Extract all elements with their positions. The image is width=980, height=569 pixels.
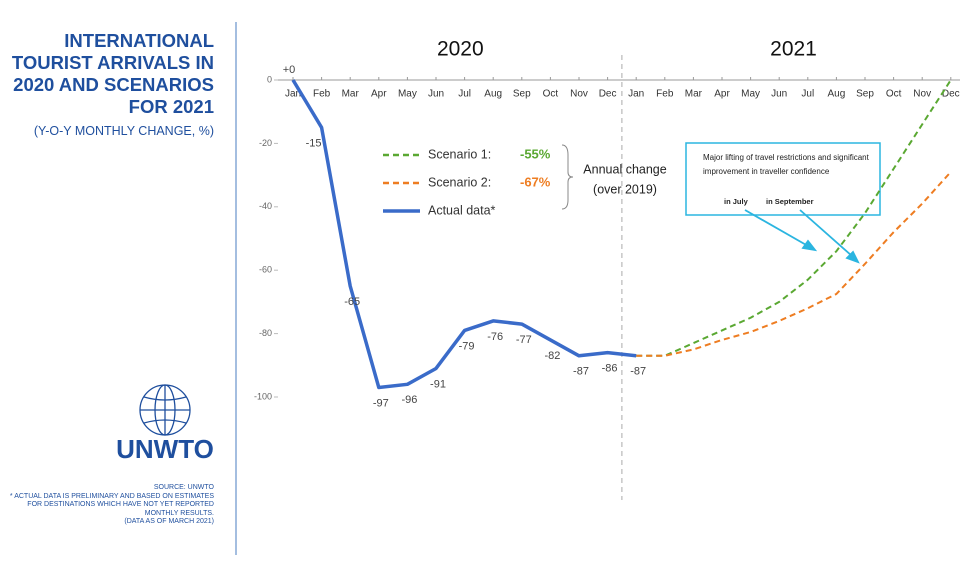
series-line [636,171,952,357]
x-tick-label: Mar [342,89,360,100]
legend-value: -67% [520,174,551,189]
data-label: -96 [401,394,417,406]
x-tick-label: Jul [458,89,471,100]
data-label: -77 [516,334,532,346]
x-tick-label: Jun [771,89,787,100]
notes: SOURCE: UNWTO * ACTUAL DATA IS PRELIMINAR… [0,484,214,527]
data-label: -65 [344,296,360,308]
x-tick-label: Dec [942,89,960,100]
x-tick-label: Aug [484,89,502,100]
x-tick-label: Jul [801,89,814,100]
data-label: -79 [459,340,475,352]
annotation-arrows [744,209,860,264]
x-tick-label: Feb [656,89,674,100]
side-panel: INTERNATIONAL TOURIST ARRIVALS IN 2020 AND… [0,0,236,569]
x-tick-label: May [741,89,760,100]
y-tick-label: 0 [267,74,272,84]
data-label: -82 [544,350,560,362]
x-tick-label: Aug [828,89,846,100]
y-tick-label: -80 [259,328,272,338]
y-tick-label: -100 [254,391,272,401]
annotation-text: Major lifting of travel restrictions and… [703,153,870,162]
legend-label: Scenario 1: [428,147,491,161]
legend-label: Actual data* [428,203,496,217]
data-label: -15 [306,137,322,149]
title-line: TOURIST ARRIVALS IN [11,52,214,73]
x-tick-label: Sep [856,89,874,100]
data-label: -97 [373,397,389,409]
x-tick-label: Sep [513,89,531,100]
title-line: INTERNATIONAL [64,30,214,51]
legend-note: Annual change [583,162,666,176]
x-tick-label: Feb [313,89,331,100]
data-label: +0 [283,64,296,76]
x-tick-label: Nov [570,89,588,100]
logo-text: UNWTO [116,434,214,464]
annotation-box [685,142,881,216]
x-tick-label: Jan [285,89,301,100]
y-tick-label: -60 [259,265,272,275]
x-tick-label: Apr [371,89,387,100]
y-tick-label: -20 [259,138,272,148]
note: (DATA AS OF MARCH 2021) [124,518,214,526]
annotation-label: in September [766,197,814,206]
data-label: -76 [487,331,503,343]
data-label: -91 [430,378,446,390]
x-tick-label: Jan [628,89,644,100]
x-tick-label: Oct [543,89,559,100]
data-label: -87 [630,366,646,378]
x-tick-label: Mar [685,89,703,100]
annotation-text: improvement in traveller confidence [703,167,830,176]
logo-globe [139,384,191,436]
title-line: 2020 AND SCENARIOS [13,74,214,95]
x-tick-label: May [398,89,417,100]
x-tick-label: Apr [714,89,730,100]
note: SOURCE: UNWTO [153,484,214,491]
year-label: 2020 [437,38,484,61]
note: * ACTUAL DATA IS PRELIMINARY AND BASED O… [9,492,214,517]
year-label: 2021 [770,38,817,61]
legend-label: Scenario 2: [428,175,491,189]
annotation-label: in July [724,197,749,206]
x-tick-label: Jun [428,89,444,100]
series-line [636,79,952,357]
subtitle: (Y-O-Y MONTHLY CHANGE, %) [33,124,214,138]
legend-note: (over 2019) [593,182,657,196]
x-tick-label: Oct [886,89,902,100]
title-line: FOR 2021 [128,96,214,117]
legend-bracket [561,144,574,210]
x-tick-label: Nov [913,89,931,100]
x-tick-label: Dec [599,89,617,100]
y-tick-label: -40 [259,201,272,211]
title: INTERNATIONAL TOURIST ARRIVALS IN 2020 AND… [4,30,214,118]
legend-value: -55% [520,146,551,161]
series-line [291,79,637,390]
data-label: -87 [573,366,589,378]
data-label: -86 [602,363,618,375]
